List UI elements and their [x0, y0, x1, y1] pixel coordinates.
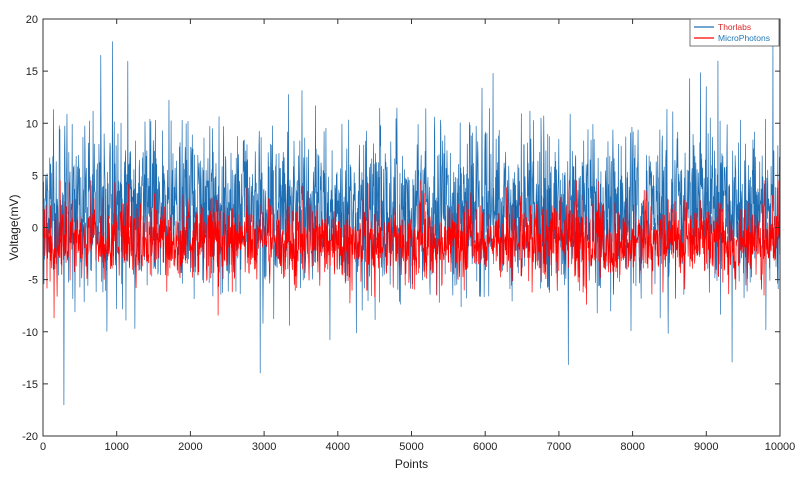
y-tick-label: -20: [22, 431, 38, 443]
x-tick-label: 9000: [694, 441, 718, 453]
x-tick-label: 2000: [178, 441, 202, 453]
y-tick-label: -5: [28, 275, 38, 287]
plot-area: [42, 41, 781, 406]
legend-box: [689, 18, 780, 47]
x-tick-label: 5000: [399, 441, 423, 453]
x-tick-label: 4000: [326, 441, 350, 453]
x-tick-label: 3000: [252, 441, 276, 453]
legend-label-microphotons: MicroPhotons: [718, 33, 770, 43]
y-axis: 20 15 10 5 0 -5 -10 -15 -20: [22, 14, 780, 443]
x-tick-label: 8000: [620, 441, 644, 453]
x-axis-title: Points: [395, 457, 428, 471]
y-axis-title: Voltage(mV): [7, 194, 21, 260]
x-tick-label: 7000: [547, 441, 571, 453]
x-tick-label: 10000: [765, 441, 796, 453]
x-axis: 0 1000 2000 3000 4000 5000 6000 7000 8000 9000 100…: [40, 19, 795, 453]
legend: Thorlabs MicroPhotons: [689, 18, 780, 47]
y-tick-label: 5: [32, 170, 38, 182]
x-tick-label: 1000: [104, 441, 128, 453]
x-tick-label: 0: [40, 441, 46, 453]
y-tick-label: 20: [26, 14, 38, 26]
series-line-microphotons: [42, 180, 781, 319]
y-tick-label: 15: [26, 66, 38, 78]
y-tick-label: -15: [22, 379, 38, 391]
series-line-thorlabs: [42, 41, 781, 406]
legend-label-thorlabs: Thorlabs: [718, 22, 751, 32]
y-tick-label: -10: [22, 327, 38, 339]
y-tick-label: 0: [32, 223, 38, 235]
x-tick-label: 6000: [473, 441, 497, 453]
y-tick-label: 10: [26, 118, 38, 130]
